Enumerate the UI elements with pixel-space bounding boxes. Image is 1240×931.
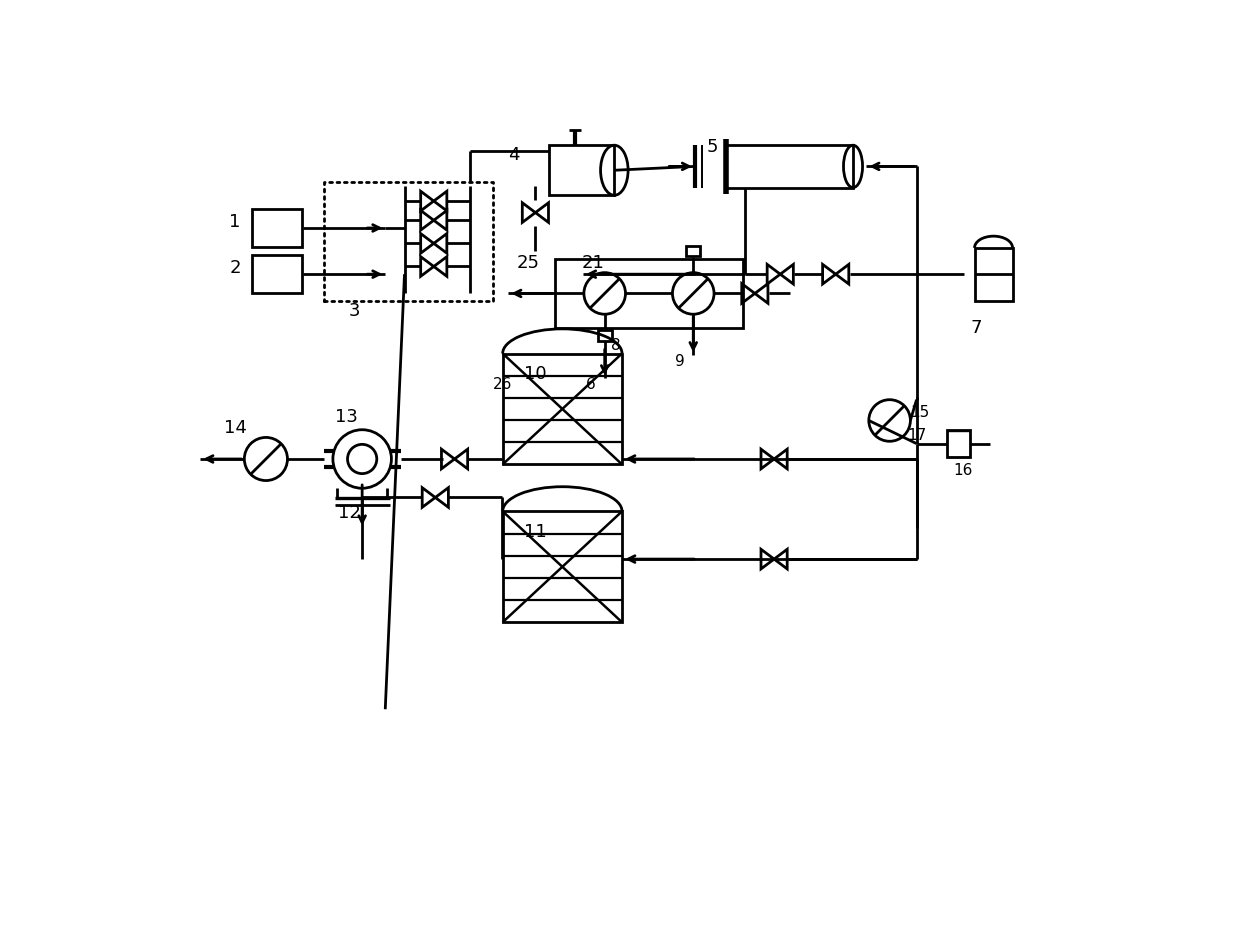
Bar [502,354,622,465]
Text: 14: 14 [223,419,247,438]
Bar [253,255,303,293]
Text: 15: 15 [910,405,930,420]
Text: 1: 1 [229,213,241,231]
Text: 9: 9 [675,354,684,369]
Text: 3: 3 [348,303,360,320]
Text: 5: 5 [707,138,718,156]
Bar [975,248,1013,301]
Bar [502,511,622,622]
Bar [554,259,743,328]
Text: 11: 11 [525,523,547,541]
Bar [725,145,853,187]
Text: 4: 4 [508,146,520,164]
Bar [947,430,971,457]
Text: 8: 8 [611,338,621,353]
Text: 16: 16 [954,463,972,478]
Text: 12: 12 [337,504,361,522]
Text: 6: 6 [587,377,595,392]
Bar [686,246,701,256]
Text: 17: 17 [906,428,926,443]
Bar [253,209,303,248]
Text: 26: 26 [494,377,513,392]
Bar [598,331,611,341]
Bar [549,145,614,196]
Text: 13: 13 [335,408,358,425]
Text: 2: 2 [229,259,241,277]
Text: 10: 10 [525,365,547,384]
Text: 25: 25 [516,253,539,272]
Text: 7: 7 [970,319,982,337]
Text: 21: 21 [582,253,605,272]
